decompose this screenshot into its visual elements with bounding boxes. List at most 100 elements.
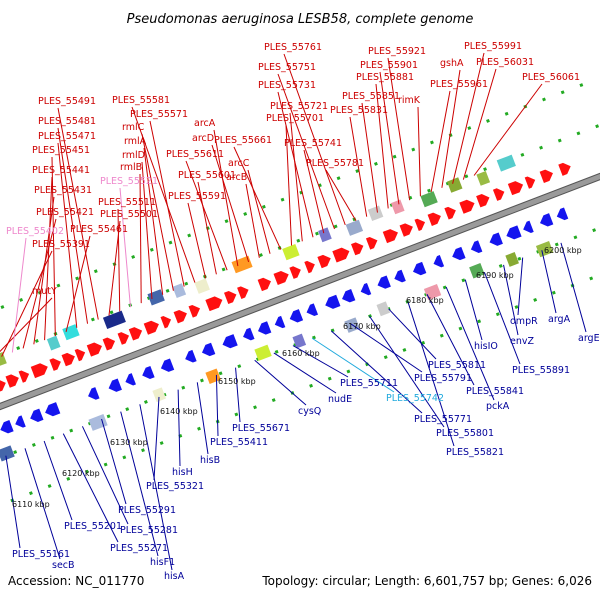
forward-gene-label[interactable]: PLES_55431 [34, 185, 92, 196]
forward-gene-label[interactable]: PLES_56031 [476, 57, 534, 68]
scale-tick [143, 400, 148, 404]
forward-gene-label[interactable]: PLES_55721 [270, 101, 328, 112]
genome-summary: Topology: circular; Length: 6,601,757 bp… [261, 574, 592, 588]
forward-gene-label[interactable]: PLES_55571 [130, 109, 188, 120]
forward-gene-label[interactable]: PLES_55451 [32, 145, 90, 156]
forward-gene-label[interactable]: PLES_55611 [166, 149, 224, 160]
reverse-gene-label[interactable]: PLES_55671 [232, 423, 290, 434]
forward-feature-block [367, 205, 384, 222]
forward-gene-label[interactable]: arcA [194, 118, 216, 129]
scale-tick [336, 176, 341, 181]
reverse-gene-label[interactable]: nudE [328, 394, 352, 405]
forward-gene-label[interactable]: PLES_55601 [178, 170, 236, 181]
scale-tick [576, 131, 581, 136]
forward-gene-label[interactable]: arcD [192, 133, 214, 144]
reverse-gene-label[interactable]: PLES_55742 [386, 393, 444, 404]
forward-gene-label[interactable]: PLES_55491 [38, 96, 96, 107]
reverse-gene-label[interactable]: PLES_55711 [340, 378, 398, 389]
reverse-gene-label[interactable]: hisA [164, 571, 185, 582]
features-layer [0, 154, 571, 462]
forward-gene-label[interactable]: PLES_55751 [258, 62, 316, 73]
reverse-gene-label[interactable]: cysQ [298, 406, 321, 417]
forward-gene-label[interactable]: PLES_55511 [98, 197, 156, 208]
reverse-gene-label[interactable]: PLES_55841 [466, 386, 524, 397]
forward-gene-label[interactable]: PLES_55501 [100, 209, 158, 220]
reverse-gene-label[interactable]: PLES_55161 [12, 549, 70, 560]
forward-gene-label[interactable]: rmlA [124, 136, 147, 147]
forward-gene-label[interactable]: PLES_55731 [258, 80, 316, 91]
forward-gene-label[interactable]: PLES_55481 [38, 116, 96, 127]
forward-gene-label[interactable]: PLES_55761 [264, 42, 322, 53]
scale-tick [327, 376, 332, 381]
scale-tick [253, 405, 257, 410]
reverse-gene-label[interactable]: hisF1 [150, 557, 175, 568]
reverse-gene-label[interactable]: ompR [510, 316, 538, 327]
forward-gene-label[interactable]: PLES_55831 [330, 105, 388, 116]
forward-gene-label[interactable]: PLES_55471 [38, 131, 96, 142]
reverse-leader-line [330, 330, 423, 414]
forward-gene-label[interactable]: rmlC [122, 122, 145, 133]
forward-gene-arrow [427, 212, 441, 226]
reverse-gene-label[interactable]: secB [52, 560, 75, 571]
forward-gene-label[interactable]: PLES_55421 [36, 207, 94, 218]
forward-gene-label[interactable]: rmlD [122, 150, 145, 161]
reverse-gene-label[interactable]: argE [578, 333, 600, 344]
reverse-gene-label[interactable]: hisIO [474, 341, 498, 352]
forward-gene-label[interactable]: PLES_55441 [32, 165, 90, 176]
forward-leader-line [247, 169, 271, 254]
forward-gene-label[interactable]: PLES_55881 [356, 72, 414, 83]
reverse-gene-label[interactable]: PLES_55891 [512, 365, 570, 376]
forward-gene-label[interactable]: PLES_55781 [306, 158, 364, 169]
reverse-leader-line [445, 286, 495, 401]
reverse-gene-label[interactable]: PLES_55771 [414, 414, 472, 425]
scale-label: 6150 kbp [218, 377, 256, 386]
forward-gene-label[interactable]: PLES_55402 [6, 226, 64, 237]
forward-gene-label[interactable]: PLES_55581 [112, 95, 170, 106]
forward-gene-label[interactable]: PLES_55851 [342, 91, 400, 102]
reverse-gene-label[interactable]: PLES_55281 [120, 525, 178, 536]
reverse-leader-line [560, 242, 587, 333]
reverse-leader-line [81, 426, 129, 525]
forward-gene-label[interactable]: arcC [228, 158, 250, 169]
reverse-gene-label[interactable]: PLES_55821 [446, 447, 504, 458]
forward-gene-label[interactable]: rimK [398, 95, 421, 106]
reverse-gene-label[interactable]: PLES_55411 [210, 437, 268, 448]
reverse-gene-label[interactable]: PLES_55791 [414, 373, 472, 384]
forward-gene-label[interactable]: mutY [32, 286, 57, 297]
reverse-gene-label[interactable]: pckA [486, 401, 510, 412]
forward-gene-label[interactable]: PLES_55701 [266, 113, 324, 124]
reverse-gene-label[interactable]: PLES_55291 [118, 505, 176, 516]
scale-label: 6180 kbp [406, 296, 444, 305]
reverse-gene-label[interactable]: envZ [510, 336, 534, 347]
scale-tick [19, 297, 24, 302]
reverse-gene-label[interactable]: PLES_55271 [110, 543, 168, 554]
reverse-gene-label[interactable]: PLES_55201 [64, 521, 122, 532]
forward-gene-label[interactable]: rmlB [120, 162, 142, 173]
forward-feature-block [420, 191, 438, 208]
forward-gene-label[interactable]: PLES_55521 [100, 176, 158, 187]
reverse-leader-line [101, 418, 127, 505]
forward-gene-label[interactable]: gshA [440, 58, 464, 69]
scale-tick [131, 254, 136, 259]
forward-gene-arrow [5, 374, 19, 388]
map-title: Pseudomonas aeruginosa LESB58, complete … [127, 12, 474, 27]
forward-gene-label[interactable]: PLES_55461 [70, 224, 128, 235]
reverse-gene-label[interactable]: PLES_55801 [436, 428, 494, 439]
forward-gene-label[interactable]: arcB [226, 172, 247, 183]
reverse-gene-label[interactable]: hisB [200, 455, 220, 466]
reverse-gene-arrow [0, 420, 14, 434]
reverse-gene-label[interactable]: PLES_55321 [146, 481, 204, 492]
reverse-gene-label[interactable]: hisH [172, 467, 193, 478]
forward-gene-label[interactable]: PLES_55991 [464, 41, 522, 52]
forward-gene-label[interactable]: PLES_55961 [430, 79, 488, 90]
forward-gene-arrow [414, 218, 426, 231]
reverse-gene-label[interactable]: argA [548, 314, 571, 325]
forward-gene-label[interactable]: PLES_55591 [168, 191, 226, 202]
forward-gene-label[interactable]: PLES_55741 [284, 138, 342, 149]
forward-gene-label[interactable]: PLES_55661 [214, 135, 272, 146]
forward-gene-label[interactable]: PLES_55901 [360, 60, 418, 71]
forward-gene-label[interactable]: PLES_55391 [32, 239, 90, 250]
forward-gene-label[interactable]: PLES_55921 [368, 46, 426, 57]
reverse-gene-label[interactable]: PLES_55811 [428, 360, 486, 371]
forward-gene-label[interactable]: PLES_56061 [522, 72, 580, 83]
